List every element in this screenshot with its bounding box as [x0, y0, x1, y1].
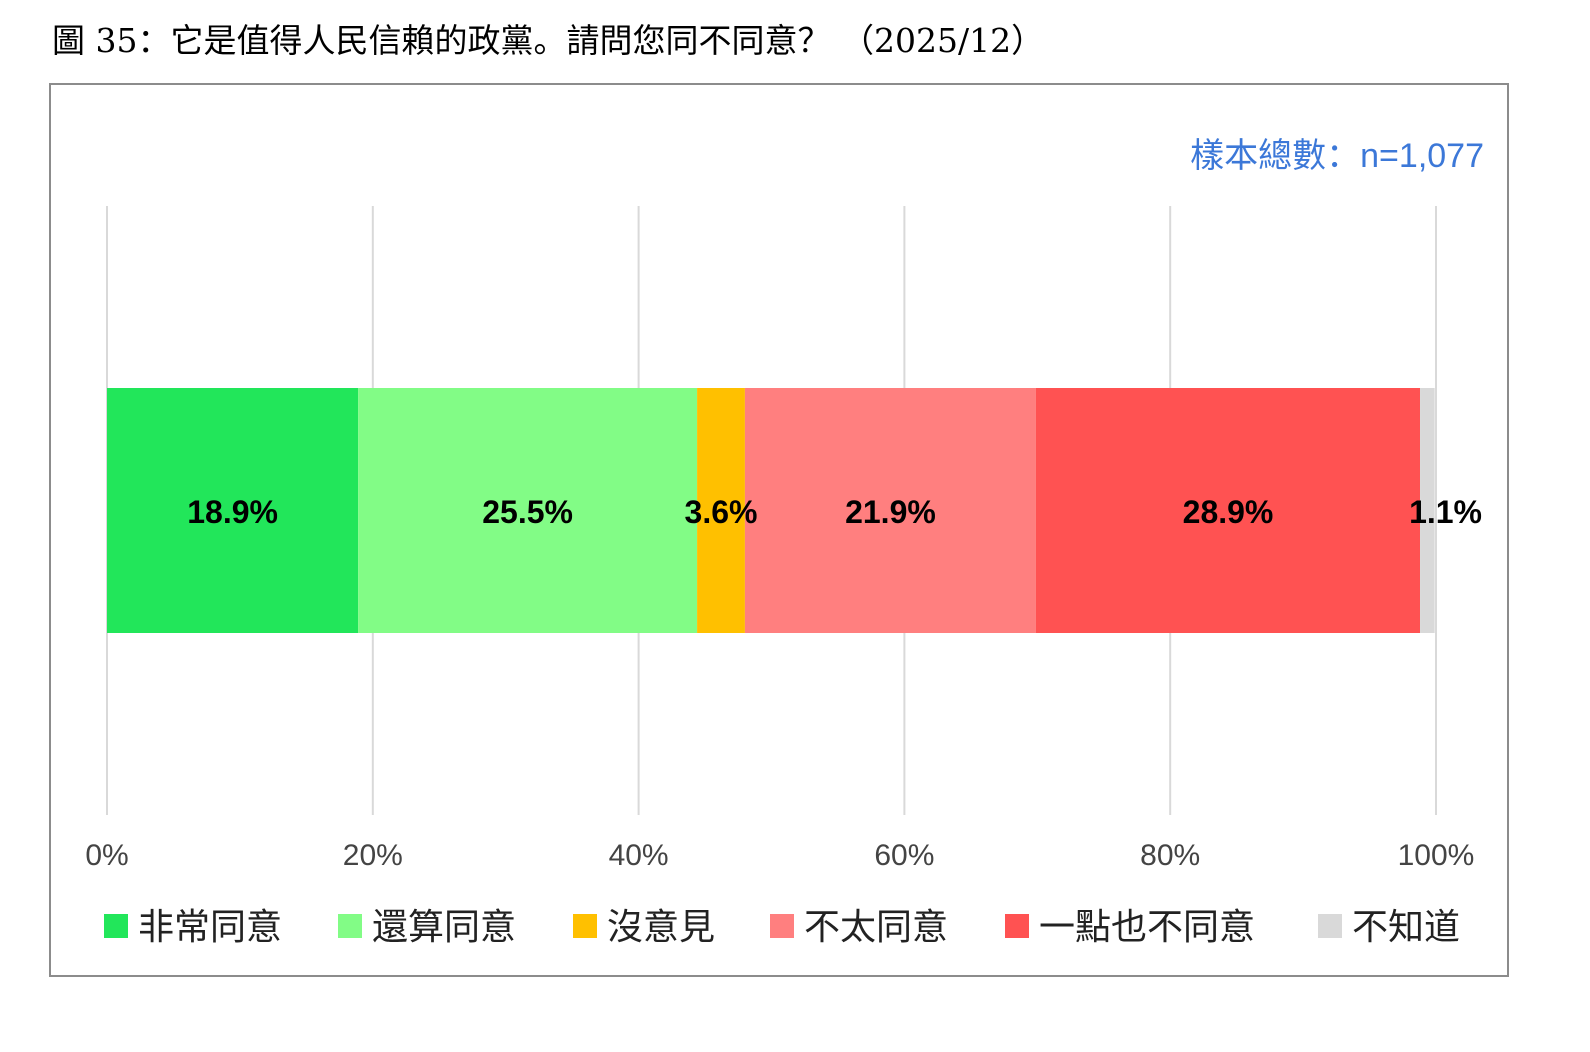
tick-label: 100% [1398, 839, 1475, 872]
legend-label: 非常同意 [138, 906, 282, 947]
x-axis-ticks: 0% 20% 40% 60% 80% 100% [85, 839, 1474, 872]
bar-segment [697, 388, 745, 633]
bar-segment [1035, 388, 1421, 633]
data-label: 21.9% [845, 494, 936, 530]
legend: 非常同意 還算同意 沒意見 不太同意 一點也不同意 不知道 [104, 906, 1460, 947]
figure-caption: 圖 35：它是值得人民信賴的政黨。請問您同不同意？ （2025/12） [52, 21, 1045, 60]
data-labels: 18.9% 25.5% 3.6% 21.9% 28.9% 1.1% [187, 494, 1482, 530]
legend-label: 還算同意 [372, 906, 516, 947]
legend-swatch [104, 914, 128, 938]
data-label: 28.9% [1183, 494, 1274, 530]
bar-segment [358, 388, 698, 633]
data-label: 25.5% [482, 494, 573, 530]
data-label: 18.9% [187, 494, 278, 530]
legend-swatch [1005, 914, 1029, 938]
data-label: 1.1% [1409, 494, 1482, 530]
legend-label: 不太同意 [804, 906, 948, 947]
bar-segment [744, 388, 1036, 633]
bar-segment [107, 388, 359, 633]
sample-size-note: 樣本總數：n=1,077 [1190, 137, 1484, 175]
legend-swatch [770, 914, 794, 938]
legend-swatch [1318, 914, 1342, 938]
tick-label: 20% [343, 839, 403, 872]
tick-label: 60% [874, 839, 934, 872]
data-label: 3.6% [685, 494, 758, 530]
tick-label: 80% [1140, 839, 1200, 872]
tick-label: 40% [609, 839, 669, 872]
bar-segment [1420, 388, 1435, 633]
legend-label: 不知道 [1352, 906, 1460, 947]
legend-swatch [573, 914, 597, 938]
legend-label: 一點也不同意 [1039, 906, 1255, 947]
legend-label: 沒意見 [607, 906, 715, 947]
bar-segments [107, 388, 1435, 633]
legend-swatch [338, 914, 362, 938]
tick-label: 0% [85, 839, 128, 872]
